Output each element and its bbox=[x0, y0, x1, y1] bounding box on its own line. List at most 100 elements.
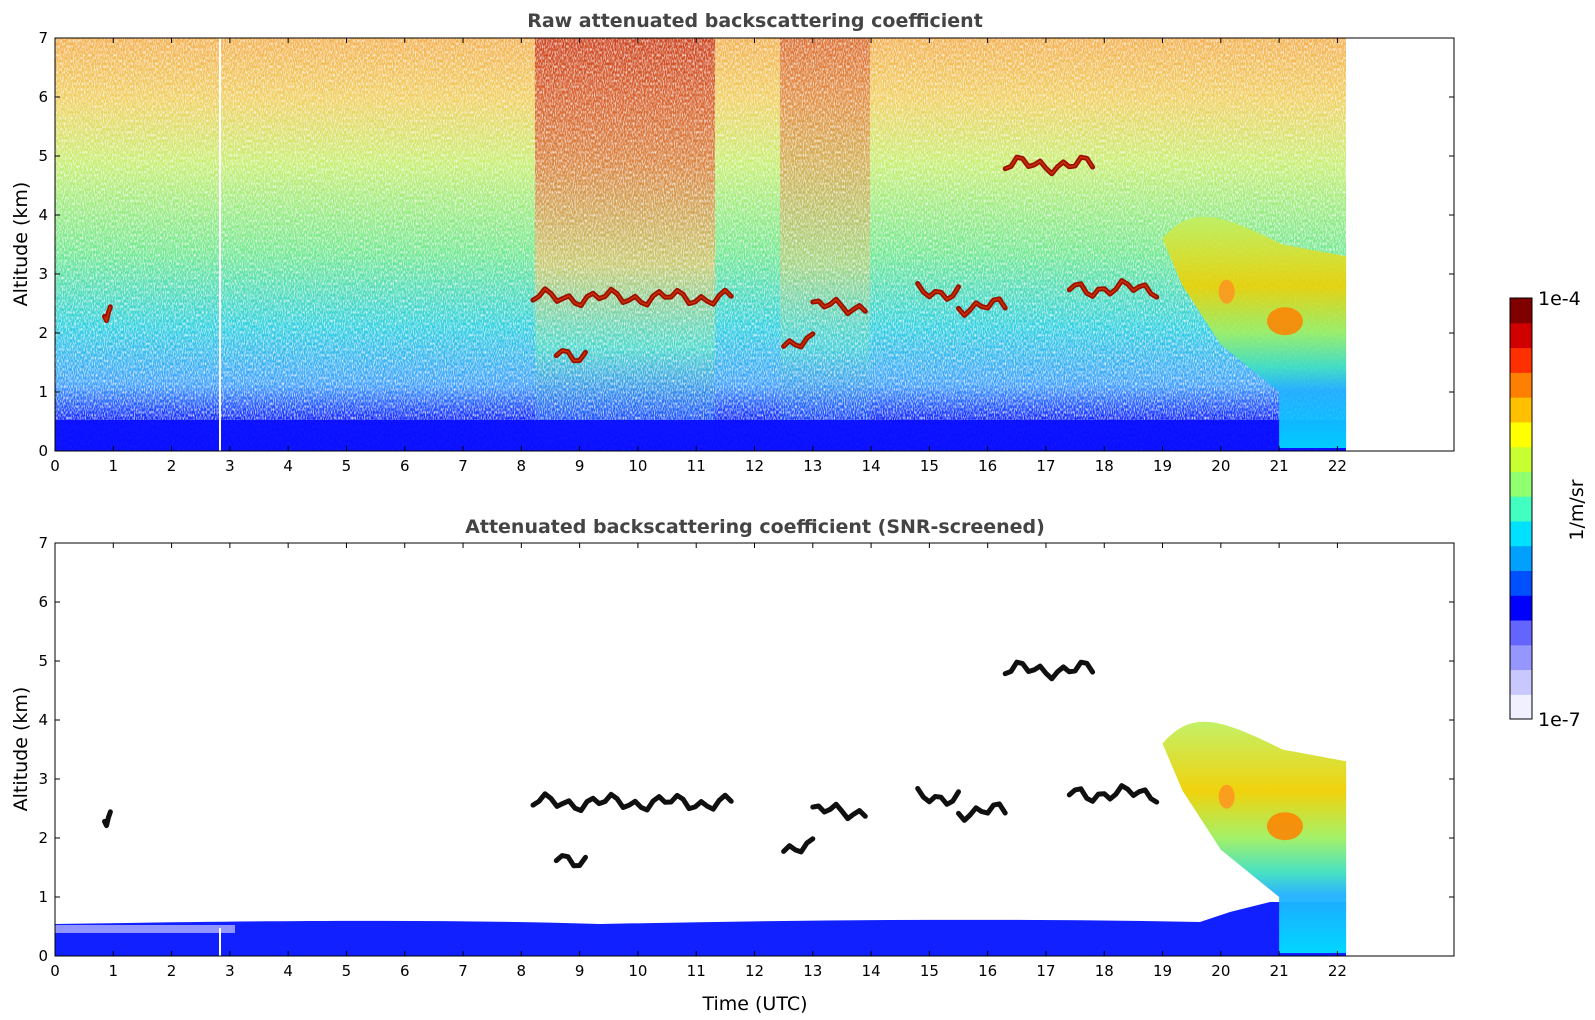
cloud-layer-precipitating bbox=[1162, 721, 1347, 954]
bottom-y-tick-label: 0 bbox=[38, 947, 48, 965]
top-x-tick-label: 17 bbox=[1036, 457, 1055, 475]
top-x-tick-label: 2 bbox=[167, 457, 177, 475]
bottom-x-tick-label: 13 bbox=[803, 962, 822, 980]
cloud-layer-edge bbox=[1068, 279, 1158, 298]
cloud-layer bbox=[810, 801, 868, 822]
top-x-tick-label: 8 bbox=[517, 457, 527, 475]
bottom-y-tick-label: 3 bbox=[38, 770, 48, 788]
bottom-y-tick-label: 5 bbox=[38, 652, 48, 670]
top-y-tick-label: 3 bbox=[38, 265, 48, 283]
colorbar-band bbox=[1510, 520, 1532, 547]
bottom-panel: 0 1 2 3 4 5 6 7 8 9 10 11 12 13 14 15 16 17 18 19 20 21 22 012… bbox=[10, 516, 1455, 1015]
cloud-layer bbox=[915, 786, 961, 807]
bottom-x-tick-label: 3 bbox=[225, 962, 235, 980]
top-y-tick-label: 2 bbox=[38, 324, 48, 342]
top-y-tick-label: 7 bbox=[38, 29, 48, 47]
top-boundary-layer bbox=[55, 420, 1346, 451]
cloud-layer-edge bbox=[957, 298, 1006, 317]
bottom-x-tick-label: 4 bbox=[283, 962, 293, 980]
colorbar-band bbox=[1510, 694, 1532, 720]
bottom-y-tick-label: 1 bbox=[38, 888, 48, 906]
top-x-tick-label: 12 bbox=[745, 457, 764, 475]
colorbar-band bbox=[1510, 322, 1532, 349]
cloud-layer bbox=[956, 801, 1008, 823]
bottom-x-tick-label: 0 bbox=[50, 962, 60, 980]
top-speckle bbox=[55, 38, 1346, 451]
cloud-layer-edge bbox=[555, 349, 587, 362]
colorbar-unit-label: 1/m/sr bbox=[1566, 479, 1588, 540]
bottom-x-tick-label: 8 bbox=[517, 962, 527, 980]
colorbar-band bbox=[1510, 298, 1532, 324]
top-x-tick-label: 10 bbox=[628, 457, 647, 475]
cloud-layer bbox=[530, 791, 734, 814]
top-x-tick-label: 0 bbox=[50, 457, 60, 475]
top-x-tick-label: 18 bbox=[1095, 457, 1114, 475]
bottom-x-tick-label: 19 bbox=[1153, 962, 1172, 980]
top-y-ticks: 0 1 2 3 4 5 6 7 bbox=[38, 29, 1454, 460]
bottom-x-tick-label: 2 bbox=[167, 962, 177, 980]
bottom-x-tick-label: 16 bbox=[978, 962, 997, 980]
cloud-layer bbox=[1002, 659, 1096, 682]
bottom-x-tick-label: 22 bbox=[1328, 962, 1347, 980]
top-x-tick-label: 19 bbox=[1153, 457, 1172, 475]
cloud-core bbox=[1266, 812, 1303, 841]
bottom-x-ticks: 0 1 2 3 4 5 6 7 8 9 10 11 12 13 14 15 16 17 18 19 20 21 22 bbox=[50, 543, 1347, 980]
top-x-tick-label: 13 bbox=[803, 457, 822, 475]
colorbar-band bbox=[1510, 669, 1532, 695]
bottom-x-tick-label: 21 bbox=[1270, 962, 1289, 980]
cloud-layer-edge bbox=[1004, 156, 1094, 175]
bottom-y-tick-label: 6 bbox=[38, 593, 48, 611]
cloud-layer bbox=[1066, 783, 1160, 805]
top-x-tick-label: 9 bbox=[575, 457, 585, 475]
colorbar-bands bbox=[1510, 298, 1532, 720]
top-x-tick-label: 11 bbox=[687, 457, 706, 475]
cloud-layer-edge bbox=[532, 287, 732, 307]
cloud-layer-edge bbox=[917, 283, 960, 301]
colorbar-min-label: 1e-7 bbox=[1538, 709, 1581, 731]
bottom-y-ticks: 0 1 2 3 4 5 6 7 bbox=[38, 534, 1454, 965]
colorbar-band bbox=[1510, 570, 1532, 596]
bottom-x-tick-label: 18 bbox=[1095, 962, 1114, 980]
colorbar-band bbox=[1510, 644, 1532, 671]
colorbar-band bbox=[1510, 347, 1532, 373]
top-cloud-layers bbox=[102, 154, 1347, 449]
bottom-x-tick-label: 17 bbox=[1036, 962, 1055, 980]
bottom-x-tick-label: 20 bbox=[1211, 962, 1230, 980]
bottom-x-tick-label: 12 bbox=[745, 962, 764, 980]
top-x-tick-label: 5 bbox=[342, 457, 352, 475]
top-x-tick-label: 14 bbox=[862, 457, 881, 475]
cloud-layer-edge bbox=[783, 333, 814, 348]
top-x-tick-label: 16 bbox=[978, 457, 997, 475]
top-y-tick-label: 1 bbox=[38, 383, 48, 401]
bottom-x-tick-label: 9 bbox=[575, 962, 585, 980]
top-y-tick-label: 4 bbox=[38, 206, 48, 224]
bottom-x-tick-label: 14 bbox=[862, 962, 881, 980]
cloud-layer bbox=[102, 809, 113, 829]
cloud-core bbox=[1266, 307, 1303, 336]
colorbar-max-label: 1e-4 bbox=[1538, 288, 1581, 310]
top-x-tick-label: 4 bbox=[283, 457, 293, 475]
top-panel: 0 1 2 3 4 5 6 7 8 9 10 11 12 13 14 15 16 17 18 19 20 21 22 012… bbox=[10, 10, 1455, 475]
bottom-cloud-layers bbox=[102, 659, 1347, 954]
top-x-tick-label: 1 bbox=[109, 457, 119, 475]
colorbar: 1e-4 1e-7 1/m/sr bbox=[1509, 288, 1588, 731]
x-axis-label: Time (UTC) bbox=[701, 993, 807, 1015]
bottom-x-tick-label: 11 bbox=[687, 962, 706, 980]
colorbar-band bbox=[1510, 397, 1532, 423]
top-y-axis-label: Altitude (km) bbox=[10, 182, 32, 307]
colorbar-frame bbox=[1509, 297, 1533, 720]
colorbar-band bbox=[1510, 372, 1532, 398]
top-x-ticks: 0 1 2 3 4 5 6 7 8 9 10 11 12 13 14 15 16 17 18 19 20 21 22 bbox=[50, 38, 1347, 475]
colorbar-band bbox=[1510, 619, 1532, 646]
cloud-layer-edge bbox=[103, 306, 112, 323]
bottom-x-tick-label: 1 bbox=[109, 962, 119, 980]
colorbar-band bbox=[1510, 471, 1532, 497]
top-x-tick-label: 7 bbox=[458, 457, 468, 475]
cloud-layer bbox=[553, 853, 588, 869]
top-x-tick-label: 21 bbox=[1270, 457, 1289, 475]
bottom-x-tick-label: 6 bbox=[400, 962, 410, 980]
bottom-y-tick-label: 4 bbox=[38, 711, 48, 729]
top-heatmap bbox=[55, 38, 1347, 451]
cloud-layer-precipitating bbox=[1162, 216, 1347, 449]
